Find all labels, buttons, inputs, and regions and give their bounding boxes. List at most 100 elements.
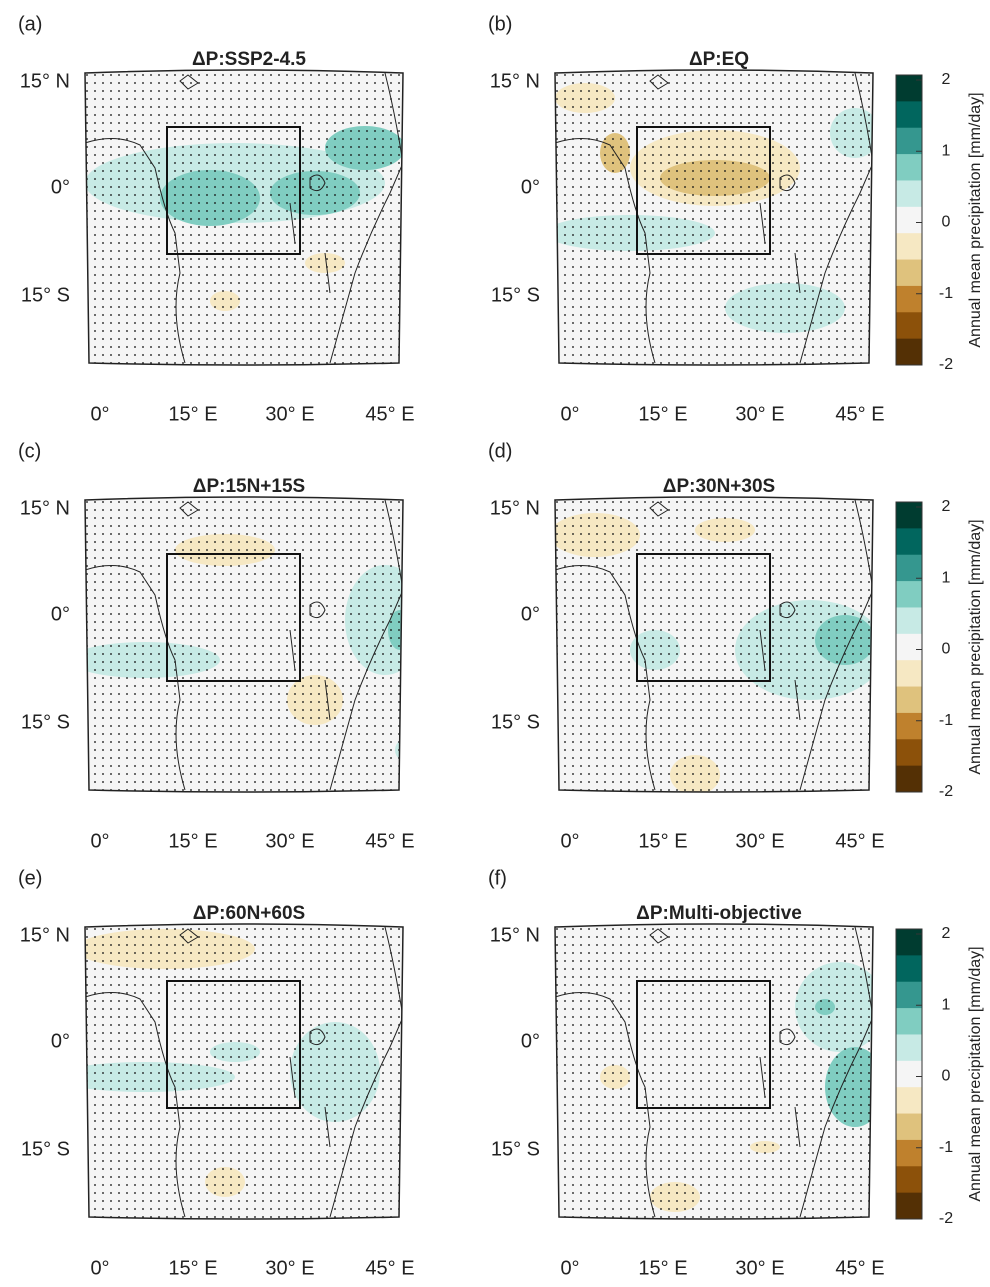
colorbar-tick-label: 1 [942, 996, 951, 1013]
map-panel [554, 496, 874, 793]
map-panel [554, 923, 874, 1220]
map-content [85, 70, 403, 365]
lon-label: 15° E [638, 1257, 687, 1279]
lat-label: 15° N [490, 497, 540, 519]
study-box [636, 126, 771, 255]
study-box [166, 126, 301, 255]
colorbar-bin [896, 1008, 922, 1035]
colorbar-bin [896, 955, 922, 983]
colorbar-bin [896, 233, 922, 261]
lat-label: 15° S [491, 1138, 540, 1160]
lon-label: 0° [90, 830, 109, 852]
colorbar-tick-label: -2 [939, 783, 953, 800]
map-content [555, 924, 873, 1219]
colorbar-label: Annual mean precipitation [mm/day] [967, 92, 984, 347]
lon-label: 30° E [735, 1257, 784, 1279]
lat-label: 0° [51, 603, 70, 625]
map-content [85, 497, 403, 792]
colorbar-bin [896, 660, 922, 688]
colorbar-bin [896, 127, 922, 155]
colorbar-bin [896, 285, 922, 313]
lat-label: 15° N [20, 497, 70, 519]
colorbar-border [895, 928, 923, 1220]
colorbar-tick-label: 0 [942, 214, 951, 231]
panel-label: (d) [488, 440, 512, 462]
lon-label: 45° E [365, 830, 414, 852]
colorbar-bin [896, 1034, 922, 1062]
colorbar-tick-label: -1 [939, 712, 953, 729]
colorbar-bin [896, 607, 922, 635]
lon-label: 15° E [168, 403, 217, 425]
lat-label: 0° [521, 176, 540, 198]
colorbar-label: Annual mean precipitation [mm/day] [967, 946, 984, 1201]
lon-label: 45° E [835, 403, 884, 425]
map-frame [554, 496, 874, 793]
lon-label: 0° [560, 403, 579, 425]
colorbar-border [895, 501, 923, 793]
lat-label: 0° [521, 603, 540, 625]
colorbar: 2 1 0 -1 -2 Annual mean precipitation [mm/day… [895, 498, 984, 800]
lat-label: 0° [51, 176, 70, 198]
stippling [85, 70, 403, 365]
colorbar-bin [896, 633, 922, 661]
colorbar-bin [896, 581, 922, 608]
lat-label: 15° S [491, 284, 540, 306]
panel-label: (e) [18, 867, 42, 889]
map-panel [84, 923, 404, 1220]
stippling [85, 924, 403, 1219]
panel-label: (c) [18, 440, 41, 462]
lon-label: 0° [560, 1257, 579, 1279]
lon-label: 30° E [735, 403, 784, 425]
colorbar-bin [896, 1113, 922, 1141]
lon-label: 15° E [638, 830, 687, 852]
colorbar-bin [896, 554, 922, 582]
lon-label: 30° E [265, 403, 314, 425]
colorbar-tick-label: -2 [939, 356, 953, 373]
colorbar-bin [896, 1192, 922, 1220]
colorbar-tick-label: -2 [939, 1210, 953, 1227]
map-content [555, 70, 873, 365]
lon-label: 15° E [168, 830, 217, 852]
colorbar-tick-label: -1 [939, 285, 953, 302]
lon-label: 45° E [835, 1257, 884, 1279]
colorbar-tick-label: 1 [942, 569, 951, 586]
lon-label: 0° [560, 830, 579, 852]
colorbar-bin [896, 312, 922, 340]
colorbar-tick-label: 0 [942, 641, 951, 658]
colorbar-tick-label: -1 [939, 1139, 953, 1156]
lat-label: 15° N [20, 70, 70, 92]
map-frame [84, 496, 404, 793]
study-box [636, 980, 771, 1109]
colorbar: 2 1 0 -1 -2 Annual mean precipitation [mm/day… [895, 925, 984, 1227]
panel-title: ΔP:Multi-objective [636, 903, 802, 924]
lon-label: 30° E [265, 1257, 314, 1279]
colorbar-tick-label: 0 [942, 1068, 951, 1085]
lon-label: 45° E [835, 830, 884, 852]
lat-label: 0° [521, 1030, 540, 1052]
panel-title: ΔP:EQ [689, 49, 749, 70]
colorbar-bin [896, 206, 922, 234]
colorbar-bin [896, 929, 922, 956]
colorbar-border [895, 74, 923, 366]
map-content [555, 497, 873, 792]
panel-label: (f) [488, 867, 507, 889]
stippling [85, 497, 403, 792]
lat-label: 15° S [21, 284, 70, 306]
lat-label: 15° S [21, 711, 70, 733]
study-box [166, 553, 301, 682]
study-box [166, 980, 301, 1109]
lon-label: 45° E [365, 1257, 414, 1279]
colorbar-bin [896, 739, 922, 767]
panel-title: ΔP:60N+60S [193, 903, 305, 924]
colorbar: 2 1 0 -1 -2 Annual mean precipitation [mm/day… [895, 71, 984, 373]
lon-label: 0° [90, 1257, 109, 1279]
lon-label: 15° E [638, 403, 687, 425]
colorbar-bin [896, 502, 922, 529]
map-content [85, 924, 403, 1219]
map-frame [84, 69, 404, 366]
lat-label: 15° N [490, 924, 540, 946]
colorbar-bin [896, 1060, 922, 1088]
panel-label: (a) [18, 13, 42, 35]
lon-label: 45° E [365, 403, 414, 425]
